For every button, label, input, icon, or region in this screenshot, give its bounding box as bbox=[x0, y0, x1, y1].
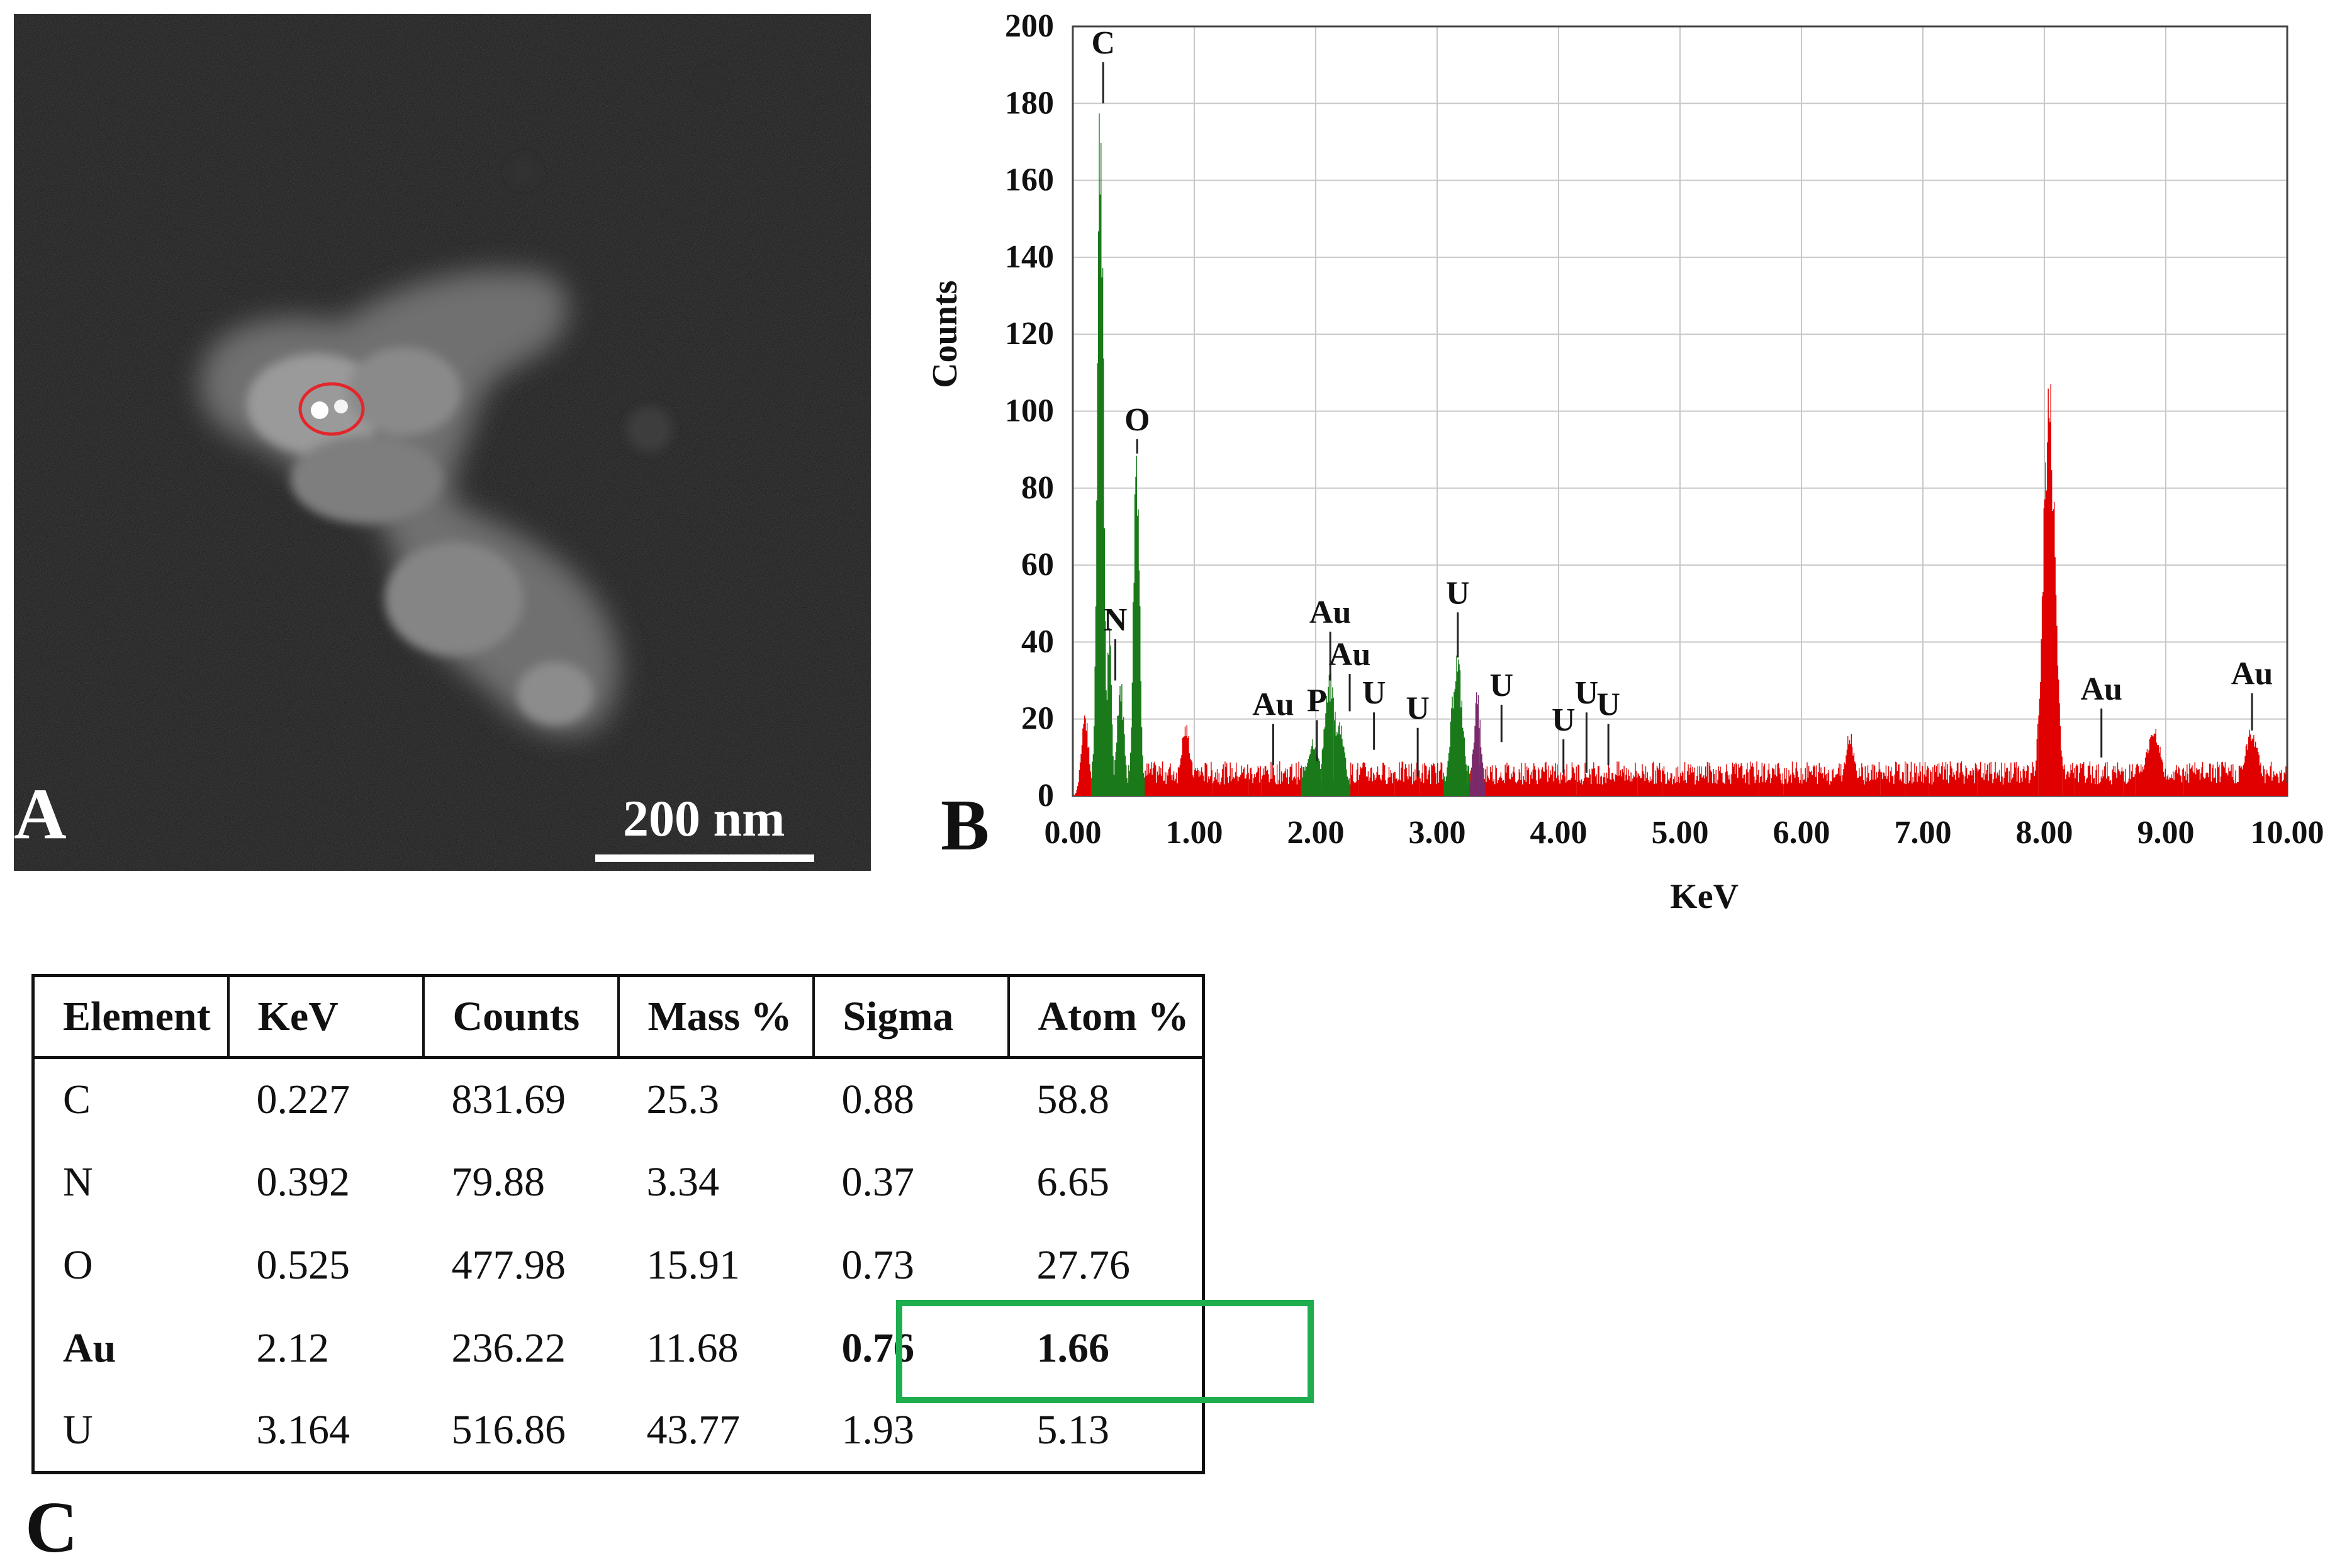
peak-label: U bbox=[1406, 691, 1430, 727]
x-tick-label: 8.00 bbox=[2016, 815, 2073, 851]
x-tick-label: 3.00 bbox=[1409, 815, 1466, 851]
x-tick-label: 6.00 bbox=[1773, 815, 1830, 851]
micrograph-panel bbox=[14, 14, 871, 871]
nanoparticle bbox=[334, 400, 348, 413]
spectrum-series-background bbox=[1073, 384, 2287, 796]
table-cell: U bbox=[63, 1407, 93, 1453]
y-tick-label: 180 bbox=[1005, 85, 1054, 121]
peak-label: U bbox=[1596, 687, 1620, 723]
table-cell: 3.34 bbox=[646, 1158, 720, 1205]
table-cell-highlighted: 1.66 bbox=[1036, 1324, 1110, 1371]
table-cell: 5.13 bbox=[1036, 1407, 1110, 1453]
y-tick-label: 0 bbox=[1038, 778, 1054, 814]
peak-label: N bbox=[1104, 602, 1128, 638]
table-cell: 0.73 bbox=[841, 1241, 915, 1288]
y-tick-label: 200 bbox=[1005, 8, 1054, 44]
table-row: N 0.392 79.88 3.34 0.37 6.65 bbox=[33, 1141, 1204, 1224]
table-cell: 27.76 bbox=[1036, 1241, 1131, 1288]
table-cell: 1.93 bbox=[841, 1407, 915, 1453]
table-cell: 236.22 bbox=[451, 1324, 566, 1371]
y-tick-label: 160 bbox=[1005, 162, 1054, 198]
y-tick-label: 140 bbox=[1005, 239, 1054, 275]
eds-spectrum-chart: 0.00 1.00 2.00 3.00 4.00 5.00 6.00 7.00 8.00 9.00… bbox=[906, 8, 2347, 925]
table-cell: O bbox=[63, 1241, 93, 1288]
x-tick-label: 7.00 bbox=[1895, 815, 1952, 851]
peak-label: Au bbox=[1252, 687, 1294, 723]
x-tick-label: 9.00 bbox=[2137, 815, 2195, 851]
column-header: Sigma bbox=[813, 975, 1010, 1059]
y-tick-label: 60 bbox=[1021, 547, 1054, 583]
x-tick-label: 10.00 bbox=[2251, 815, 2324, 851]
y-axis-label: Counts bbox=[926, 281, 965, 388]
table-cell: 3.164 bbox=[256, 1407, 350, 1453]
peak-label: P bbox=[1307, 683, 1327, 719]
y-tick-label: 100 bbox=[1005, 393, 1054, 429]
table-cell: 15.91 bbox=[646, 1241, 741, 1288]
table-cell: 79.88 bbox=[451, 1158, 546, 1205]
column-header: KeV bbox=[228, 975, 425, 1059]
scale-bar-label: 200 nm bbox=[623, 790, 785, 847]
table-row: O 0.525 477.98 15.91 0.73 27.76 bbox=[33, 1224, 1204, 1307]
table-cell: 831.69 bbox=[451, 1076, 566, 1123]
table-cell: 6.65 bbox=[1036, 1158, 1110, 1205]
peak-label: U bbox=[1490, 668, 1514, 703]
table-cell: 11.68 bbox=[646, 1324, 739, 1371]
peak-label: U bbox=[1575, 675, 1599, 711]
peak-label: Au bbox=[2231, 656, 2273, 692]
x-tick-label: 5.00 bbox=[1652, 815, 1709, 851]
peak-label: U bbox=[1362, 675, 1386, 711]
panel-label-a: A bbox=[14, 774, 67, 854]
table-row-highlighted: Au 2.12 236.22 11.68 0.76 1.66 bbox=[33, 1307, 1204, 1390]
nanoparticle bbox=[311, 401, 328, 419]
y-tick-label: 80 bbox=[1021, 470, 1054, 506]
table-cell: 25.3 bbox=[646, 1076, 720, 1123]
peak-label: U bbox=[1552, 702, 1576, 738]
spectrum-series-minor-peak bbox=[1469, 692, 1486, 796]
column-header: Counts bbox=[423, 975, 620, 1059]
region-highlight-circle bbox=[298, 382, 365, 436]
x-tick-label: 1.00 bbox=[1166, 815, 1223, 851]
peak-label: Au bbox=[1309, 595, 1351, 630]
table-cell: 2.12 bbox=[256, 1324, 330, 1371]
table-cell: 0.392 bbox=[256, 1158, 350, 1205]
column-header: Element bbox=[33, 975, 230, 1059]
y-tick-label: 20 bbox=[1021, 701, 1054, 737]
y-tick-label: 120 bbox=[1005, 316, 1054, 352]
x-axis-label: KeV bbox=[1670, 877, 1739, 916]
spectrum-svg: 0.00 1.00 2.00 3.00 4.00 5.00 6.00 7.00 8.00 9.00… bbox=[926, 8, 2324, 916]
table-cell: 477.98 bbox=[451, 1241, 566, 1288]
y-tick-label: 40 bbox=[1021, 624, 1054, 659]
composition-table: Element KeV Counts Mass % Sigma Atom % C… bbox=[31, 974, 1205, 1474]
table-cell: 0.88 bbox=[841, 1076, 915, 1123]
table-cell: 0.227 bbox=[256, 1076, 350, 1123]
table-cell: 516.86 bbox=[451, 1407, 566, 1453]
table-cell: 43.77 bbox=[646, 1407, 741, 1453]
table-row: C 0.227 831.69 25.3 0.88 58.8 bbox=[33, 1058, 1204, 1141]
x-tick-label: 2.00 bbox=[1287, 815, 1345, 851]
micrograph-image bbox=[14, 14, 871, 871]
column-header: Atom % bbox=[1008, 975, 1204, 1059]
peak-label: Au bbox=[1329, 637, 1370, 673]
table-header-row: Element KeV Counts Mass % Sigma Atom % bbox=[33, 975, 1204, 1059]
peak-label: O bbox=[1124, 402, 1150, 438]
x-tick-label: 0.00 bbox=[1045, 815, 1102, 851]
table-cell: N bbox=[63, 1158, 93, 1205]
composition-table-panel: Element KeV Counts Mass % Sigma Atom % C… bbox=[31, 974, 1205, 1474]
table-cell: C bbox=[63, 1076, 91, 1123]
table-cell: 58.8 bbox=[1036, 1076, 1110, 1123]
panel-label-c: C bbox=[25, 1487, 78, 1568]
panel-label-b: B bbox=[941, 785, 990, 866]
x-tick-label: 4.00 bbox=[1530, 815, 1588, 851]
table-cell: 0.525 bbox=[256, 1241, 350, 1288]
highlight-box bbox=[896, 1300, 1314, 1403]
scale-bar bbox=[595, 854, 814, 862]
column-header: Mass % bbox=[618, 975, 815, 1059]
table-row: U 3.164 516.86 43.77 1.93 5.13 bbox=[33, 1390, 1204, 1473]
table-cell: Au bbox=[63, 1324, 116, 1371]
table-cell: 0.37 bbox=[841, 1158, 915, 1205]
peak-label: C bbox=[1091, 25, 1115, 61]
peak-label: Au bbox=[2080, 671, 2122, 707]
peak-label: U bbox=[1446, 575, 1470, 611]
